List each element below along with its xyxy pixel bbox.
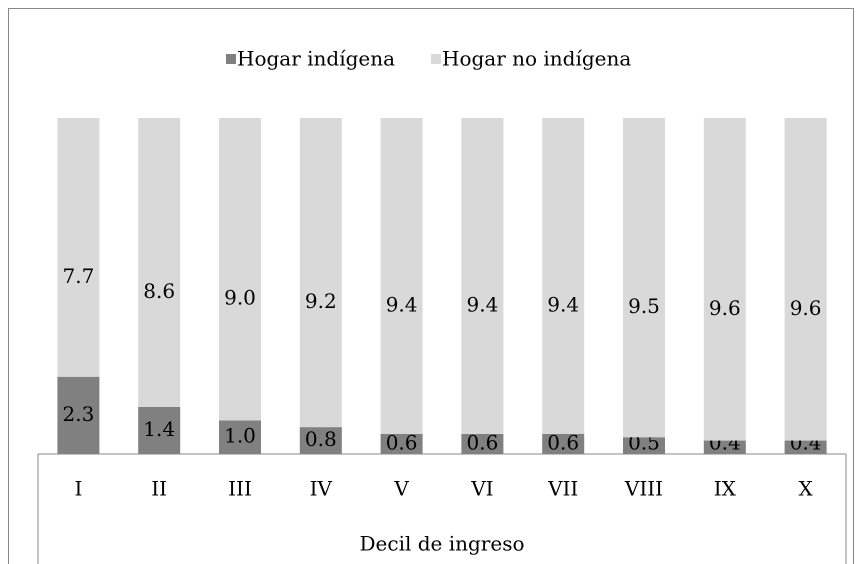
bar-segment bbox=[57, 376, 100, 454]
bar-segment bbox=[138, 118, 181, 407]
data-label: 9.6 bbox=[790, 296, 822, 320]
x-tick-label: I bbox=[74, 477, 82, 501]
x-tick-label: V bbox=[393, 477, 409, 501]
bar-segment bbox=[703, 118, 746, 441]
bar-segment bbox=[784, 118, 827, 441]
legend-label: Hogar indígena bbox=[237, 47, 395, 71]
bar-segment bbox=[138, 406, 181, 454]
x-tick-label: III bbox=[228, 477, 252, 501]
data-label: 9.0 bbox=[224, 286, 256, 310]
data-label: 2.3 bbox=[62, 402, 94, 426]
bar-segment bbox=[219, 420, 261, 454]
bar-segment bbox=[219, 118, 261, 421]
data-label: 9.2 bbox=[305, 289, 337, 313]
x-tick-label: X bbox=[798, 477, 813, 501]
bar-segment bbox=[461, 118, 504, 434]
data-label: 1.4 bbox=[143, 417, 175, 441]
bar-segment bbox=[380, 433, 423, 454]
chart-border bbox=[8, 8, 854, 564]
bar-segment bbox=[299, 118, 342, 428]
bar-segment bbox=[623, 118, 665, 438]
bar-segment bbox=[703, 440, 746, 454]
data-label: 9.5 bbox=[628, 294, 660, 318]
x-tick-label: VII bbox=[547, 477, 578, 501]
bar-segment bbox=[542, 433, 585, 454]
data-label: 7.7 bbox=[62, 264, 94, 288]
data-label: 8.6 bbox=[143, 279, 175, 303]
bar-segment bbox=[380, 118, 423, 434]
x-tick-label: IV bbox=[310, 477, 333, 501]
legend-label: Hogar no indígena bbox=[442, 47, 631, 71]
data-label: 9.6 bbox=[709, 296, 741, 320]
bar-segment bbox=[623, 437, 665, 454]
legend-swatch bbox=[226, 54, 236, 64]
data-label: 0.6 bbox=[547, 430, 579, 454]
bar-segment bbox=[542, 118, 585, 434]
x-tick-label: IX bbox=[714, 477, 737, 501]
legend-swatch bbox=[431, 54, 441, 64]
data-label: 9.4 bbox=[386, 292, 418, 316]
data-label: 9.4 bbox=[466, 292, 498, 316]
x-tick-label: VI bbox=[470, 477, 493, 501]
x-axis-title: Decil de ingreso bbox=[360, 532, 525, 556]
bar-segment bbox=[57, 118, 100, 377]
data-label: 0.8 bbox=[305, 427, 337, 451]
data-label: 0.6 bbox=[466, 430, 498, 454]
bar-segment bbox=[461, 433, 504, 454]
x-tick-label: II bbox=[151, 477, 167, 501]
bar-segment bbox=[299, 427, 342, 454]
data-label: 0.6 bbox=[386, 430, 418, 454]
bar-segment bbox=[784, 440, 827, 454]
x-tick-label: VIII bbox=[624, 477, 663, 501]
data-label: 1.0 bbox=[224, 424, 256, 448]
data-label: 9.4 bbox=[547, 292, 579, 316]
